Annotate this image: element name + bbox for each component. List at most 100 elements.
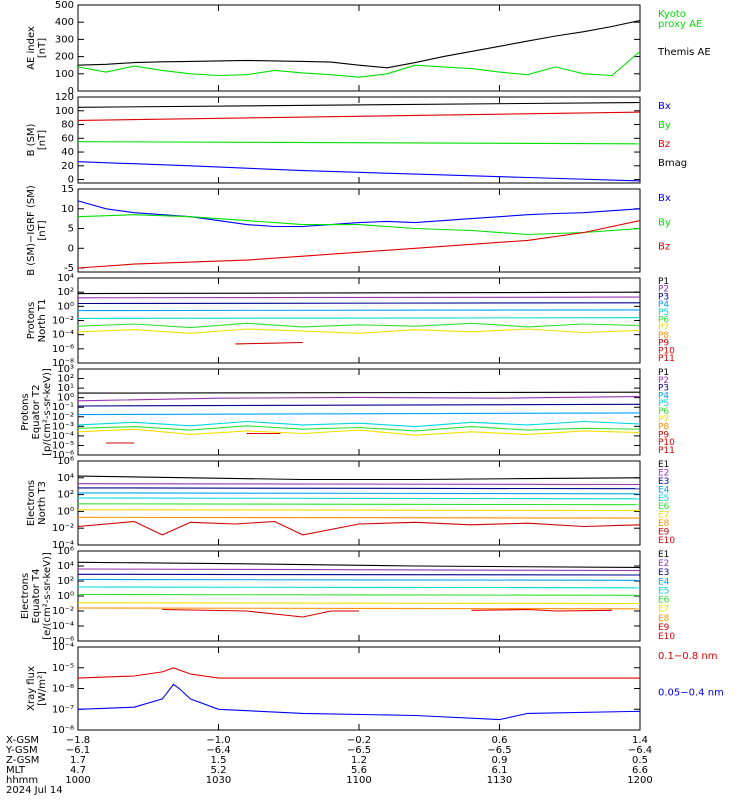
tick-value: 1200	[627, 775, 652, 786]
legend-entry: E9	[658, 623, 670, 633]
panel-4: 10⁻⁸ 10⁻⁶ 10⁻⁴ 10⁻² 10⁰ 10² 10⁴ ProtonsNorth T1…	[26, 273, 675, 369]
legend-entry: Bx	[658, 101, 671, 112]
y-axis-label: AE index[nT]	[26, 26, 48, 70]
tick-value: 6.1	[492, 765, 508, 776]
row-label: 2024 Jul 14	[6, 785, 63, 796]
panel-frame	[77, 188, 641, 273]
y-tick-label: 10⁻³	[52, 421, 74, 432]
tick-value: 5.6	[351, 765, 367, 776]
series-line-red	[77, 220, 641, 269]
series-line-black	[77, 291, 641, 295]
panel-frame	[77, 96, 641, 184]
y-tick-label: 120	[55, 92, 74, 103]
row-label: Z-GSM	[6, 755, 39, 766]
legend-entry: E3	[658, 477, 669, 487]
legend-entry: E6	[658, 502, 670, 512]
series-line-orange	[77, 607, 641, 610]
y-tick-label: -5	[64, 263, 74, 274]
legend-entry: P2	[658, 376, 669, 386]
series-line-purple	[77, 395, 641, 402]
legend-entry: P9	[658, 430, 669, 440]
y-axis-label: ElectronsEquator T4[e/(cm²-s-sr-keV)]	[20, 552, 53, 640]
legend-entry: P5	[658, 308, 669, 318]
y-tick-label: 10⁰	[57, 591, 74, 602]
series-line-sky	[77, 578, 641, 581]
row-label: MLT	[6, 765, 26, 776]
tick-value: 0.5	[632, 755, 648, 766]
tick-value: 1.5	[211, 755, 227, 766]
row-label: X-GSM	[6, 735, 39, 746]
series-line-ygreen	[77, 425, 641, 432]
tick-value: −6.5	[487, 745, 511, 756]
legend-entry: Bx	[658, 193, 671, 204]
y-tick-label: 400	[55, 17, 74, 28]
tick-value: −1.8	[66, 735, 90, 746]
y-axis-label: ElectronsNorth T3	[26, 480, 48, 526]
series-line-cyan	[77, 420, 641, 428]
panel-frame	[77, 550, 641, 642]
y-tick-label: 10⁶	[57, 456, 74, 467]
series-line-black	[77, 475, 641, 481]
series-line-black	[77, 391, 641, 394]
legend-entry: E8	[658, 614, 670, 624]
legend-entry: Kyoto proxy AE	[658, 9, 702, 30]
legend-entry: P11	[658, 354, 675, 364]
y-tick-label: 200	[55, 52, 74, 63]
y-tick-label: 0	[68, 175, 74, 186]
legend-entry: E7	[658, 511, 669, 521]
y-tick-label: 10⁻⁶	[52, 684, 74, 695]
y-tick-label: 5	[68, 224, 74, 235]
legend-entry: P7	[658, 415, 669, 425]
legend-entry: By	[658, 120, 671, 131]
legend-entry: E3	[658, 568, 669, 578]
legend-entry: P2	[658, 285, 669, 295]
y-tick-label: 10²	[57, 490, 74, 501]
legend-entry: P8	[658, 423, 669, 433]
series-line-red	[77, 111, 641, 121]
y-tick-label: 10⁰	[57, 506, 74, 517]
y-tick-label: 10²	[57, 287, 74, 298]
y-tick-label: 100	[55, 69, 74, 80]
y-tick-label: 10⁻⁶	[52, 344, 74, 355]
legend-entry: E2	[658, 559, 669, 569]
legend-entry: E1	[658, 460, 669, 470]
y-tick-label: 10⁻¹	[52, 402, 74, 413]
series-line-red	[471, 608, 612, 612]
legend-entry: P6	[658, 316, 669, 326]
y-tick-label: 40	[61, 147, 74, 158]
series-line-green	[77, 50, 641, 78]
series-line-cyan	[77, 317, 641, 319]
y-axis-label: Xray flux[W/m²]	[26, 666, 48, 711]
legend-entry: P10	[658, 438, 675, 448]
legend-entry: E7	[658, 605, 669, 615]
y-tick-label: 10⁴	[57, 561, 74, 572]
legend-entry: E6	[658, 596, 670, 606]
tick-value: 1030	[206, 775, 231, 786]
tick-value: −6.5	[347, 745, 371, 756]
tick-value: 1.7	[70, 755, 86, 766]
y-tick-label: 10²	[57, 576, 74, 587]
series-line-purple	[77, 296, 641, 299]
legend-entry: E8	[658, 519, 670, 529]
legend-entry: Themis AE	[657, 47, 711, 58]
series-line-red	[77, 667, 640, 679]
tick-value: −1.0	[206, 735, 230, 746]
legend-entry: Bmag	[658, 158, 687, 169]
tick-value: −6.4	[628, 745, 652, 756]
tick-value: 1.4	[632, 735, 648, 746]
series-line-dred	[235, 341, 303, 345]
tick-value: 1000	[65, 775, 90, 786]
legend-entry: P3	[658, 384, 669, 394]
panel-2: 0 20 40 60 80 100 120 B (SM)[nT] Bx By Bz Bmag	[26, 92, 687, 186]
tick-value: 4.7	[70, 765, 86, 776]
legend-entry: P9	[658, 339, 669, 349]
y-tick-label: 10⁰	[57, 393, 74, 404]
legend-entry: By	[658, 217, 671, 228]
panel-frame	[77, 368, 641, 456]
y-tick-label: 10⁴	[57, 473, 74, 484]
y-tick-label: 10⁻⁴	[52, 540, 74, 551]
y-tick-label: 10⁻⁶	[52, 450, 74, 461]
legend-entry: P5	[658, 399, 669, 409]
series-line-yellow	[77, 428, 641, 436]
